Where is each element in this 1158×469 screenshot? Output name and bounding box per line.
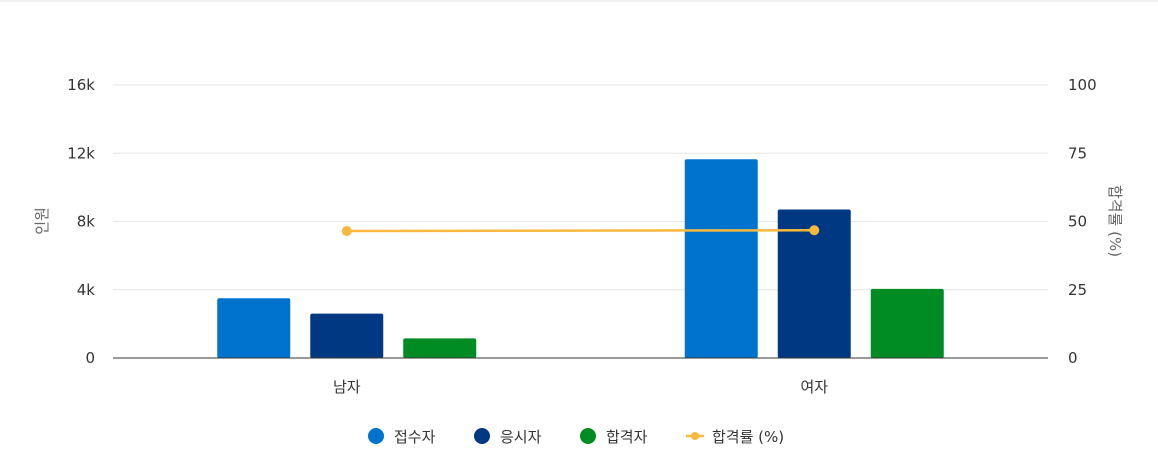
right-tick-label: 25 [1068, 281, 1087, 299]
bar [310, 313, 384, 358]
top-divider [0, 0, 1158, 2]
right-tick-label: 50 [1068, 213, 1087, 231]
bar [684, 159, 758, 358]
left-axis-ticks: 0 4k 8k 12k 16k [67, 76, 95, 367]
category-labels: 남자 여자 [333, 378, 828, 396]
category-label: 여자 [800, 378, 828, 396]
right-tick-label: 0 [1068, 349, 1078, 367]
line-path [346, 228, 815, 233]
left-tick-label: 4k [77, 281, 96, 299]
left-tick-label: 0 [85, 349, 95, 367]
legend-label: 접수자 [394, 428, 436, 446]
bar-series [217, 159, 944, 358]
right-axis-ticks: 0 25 50 75 100 [1068, 76, 1097, 367]
bar [403, 338, 477, 358]
legend-marker [691, 432, 699, 440]
legend-marker [474, 428, 490, 444]
left-tick-label: 8k [77, 213, 96, 231]
legend-marker [368, 428, 384, 444]
right-tick-label: 100 [1068, 76, 1097, 94]
legend-label: 합격률 (%) [712, 428, 784, 446]
legend-label: 응시자 [500, 428, 542, 446]
right-axis-title: 합격률 (%) [1106, 185, 1124, 257]
bar [777, 209, 851, 358]
bar [870, 288, 944, 358]
legend: 접수자 응시자 합격자 합격률 (%) [368, 428, 784, 446]
left-axis-title: 인원 [33, 207, 51, 235]
line-point [341, 226, 352, 237]
legend-label: 합격자 [606, 428, 648, 446]
left-tick-label: 16k [67, 76, 95, 94]
left-tick-label: 12k [67, 144, 95, 162]
bar [217, 298, 291, 358]
category-label: 남자 [333, 378, 361, 396]
right-tick-label: 75 [1068, 144, 1087, 162]
legend-marker [580, 428, 596, 444]
line-point [809, 225, 820, 236]
line-series [341, 225, 820, 237]
gridlines [113, 84, 1048, 291]
